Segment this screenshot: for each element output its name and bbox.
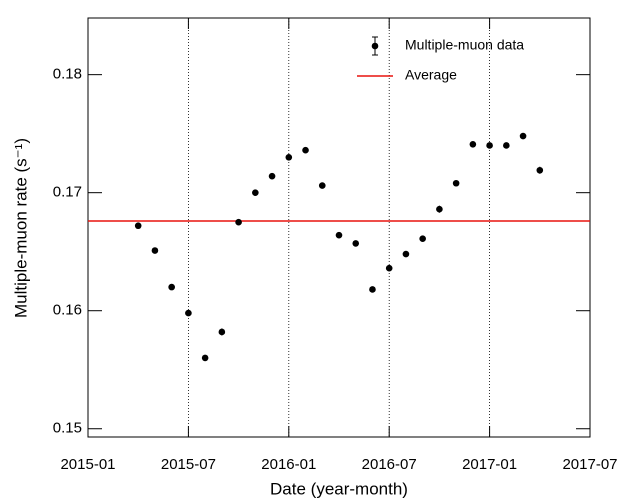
legend-label: Multiple-muon data — [405, 37, 524, 53]
y-tick-label: 0.18 — [53, 66, 82, 83]
legend-marker — [371, 42, 379, 50]
data-point — [134, 222, 142, 230]
data-point — [503, 142, 510, 149]
y-tick-label: 0.16 — [53, 302, 82, 319]
legend-label: Average — [405, 67, 457, 83]
data-point — [252, 189, 259, 196]
data-point — [519, 132, 527, 140]
x-tick-label: 2015-01 — [60, 456, 115, 473]
y-tick-label: 0.15 — [53, 420, 82, 437]
data-point — [318, 182, 326, 189]
data-point — [335, 231, 343, 239]
plot-frame — [87, 17, 591, 438]
x-tick-label: 2016-07 — [362, 456, 417, 473]
x-tick-label: 2015-07 — [161, 456, 216, 473]
data-point — [168, 283, 175, 291]
y-axis-title: Multiple-muon rate (s⁻¹) — [11, 138, 30, 318]
data-point — [536, 166, 544, 174]
data-point — [402, 250, 410, 258]
data-point — [452, 179, 460, 187]
data-point — [369, 286, 376, 293]
x-tick-label: 2017-01 — [462, 456, 517, 473]
y-tick-label: 0.17 — [53, 184, 82, 201]
data-point — [285, 153, 293, 161]
data-point — [486, 142, 493, 149]
x-tick-label: 2016-01 — [261, 456, 316, 473]
data-point — [302, 146, 309, 154]
data-point — [385, 264, 393, 272]
data-point — [419, 235, 426, 243]
data-point — [268, 172, 276, 180]
data-point — [201, 354, 209, 362]
x-axis-title: Date (year-month) — [270, 479, 408, 498]
data-point — [469, 140, 477, 148]
data-point — [151, 247, 159, 254]
data-point — [352, 240, 360, 247]
data-point — [235, 218, 242, 226]
data-point — [185, 309, 192, 317]
data-point — [218, 328, 226, 336]
data-point — [436, 205, 443, 213]
x-tick-label: 2017-07 — [562, 456, 617, 473]
